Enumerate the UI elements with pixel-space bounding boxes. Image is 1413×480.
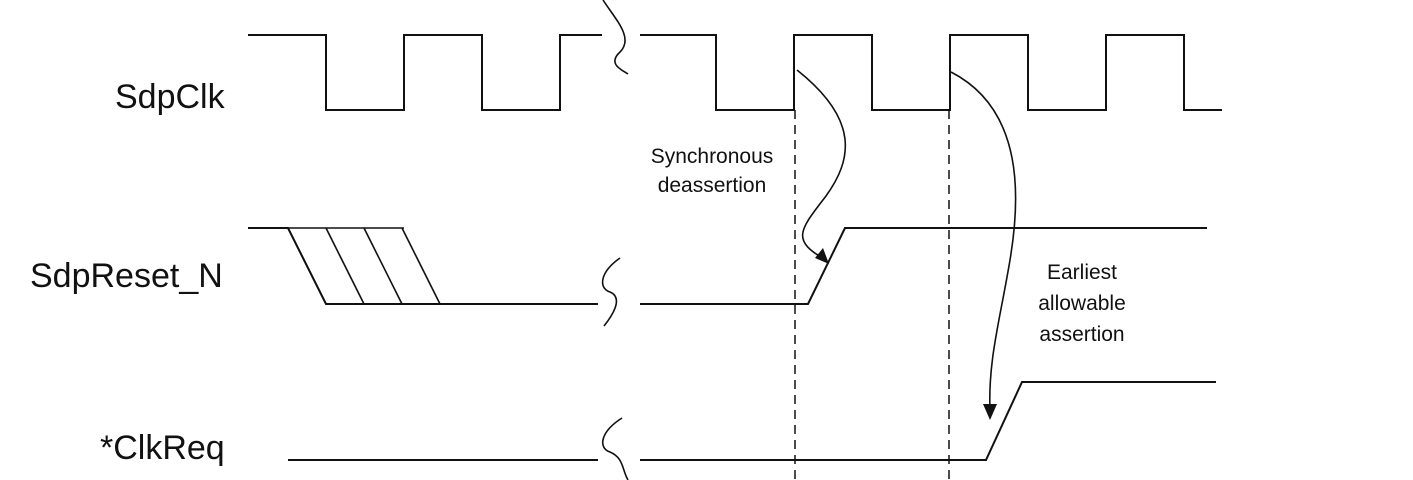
clock-break-marker xyxy=(602,0,629,75)
clkreq-waveform-right xyxy=(640,381,1216,461)
annotation-deassertion: deassertion xyxy=(658,174,767,197)
reset-break-marker xyxy=(601,257,621,327)
clkreq-break-marker xyxy=(601,417,629,480)
sdpclk-waveform-right xyxy=(640,34,1222,111)
annotation-earliest: Earliest xyxy=(1047,261,1117,284)
reset-uncertainty-hatch xyxy=(287,227,441,305)
sdpreset-waveform-left xyxy=(248,227,598,305)
sync-deassertion-arrow xyxy=(796,69,847,261)
sdpclk-waveform-left xyxy=(248,34,602,111)
signal-label-sdpclk: SdpClk xyxy=(115,78,226,116)
sdpreset-waveform-right xyxy=(640,227,1207,305)
earliest-arrowhead xyxy=(983,404,997,420)
signal-label-clkreq: *ClkReq xyxy=(100,429,225,467)
annotation-allowable: allowable xyxy=(1038,292,1126,315)
annotation-synchronous: Synchronous xyxy=(651,145,774,168)
annotation-assertion: assertion xyxy=(1039,323,1124,346)
sync-arrowhead xyxy=(815,248,829,264)
earliest-assertion-arrow xyxy=(950,71,1017,411)
signal-label-sdpreset-n: SdpReset_N xyxy=(30,257,223,295)
annotation-backdrop xyxy=(634,142,790,200)
